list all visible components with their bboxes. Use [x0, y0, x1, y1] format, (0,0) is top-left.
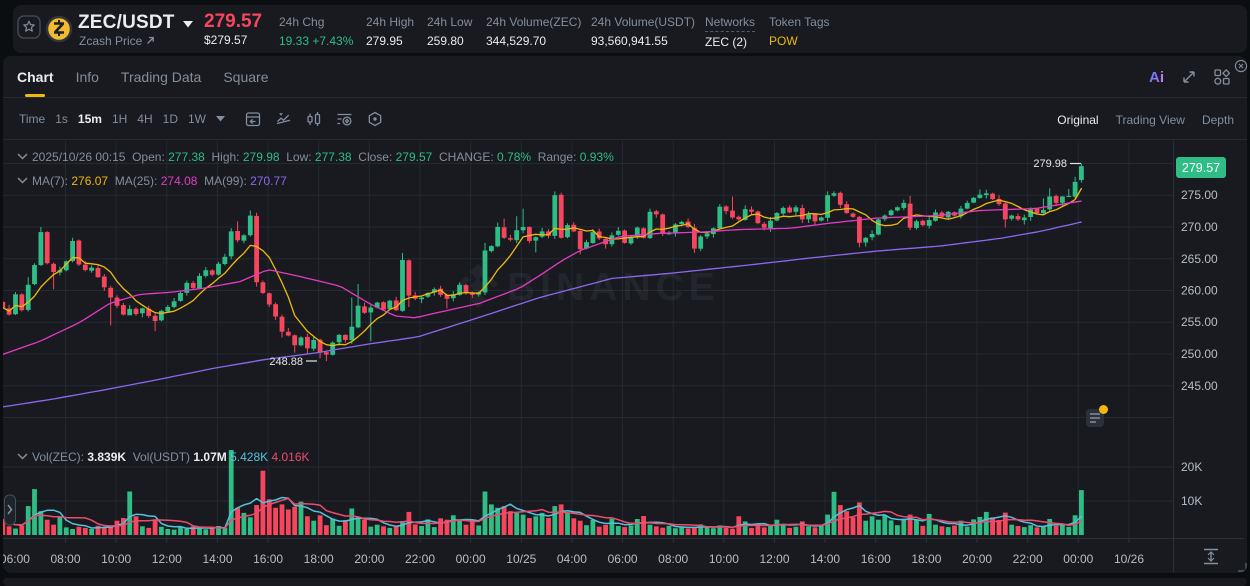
- svg-text:265.00: 265.00: [1181, 252, 1218, 266]
- svg-text:279.57: 279.57: [1182, 161, 1220, 175]
- svg-text:250.00: 250.00: [1181, 347, 1218, 361]
- svg-text:22:00: 22:00: [405, 552, 435, 566]
- svg-text:245.00: 245.00: [1181, 379, 1218, 393]
- svg-text:22:00: 22:00: [1013, 552, 1043, 566]
- svg-text:04:00: 04:00: [557, 552, 587, 566]
- svg-text:14:00: 14:00: [810, 552, 840, 566]
- svg-text:06:00: 06:00: [608, 552, 638, 566]
- svg-text:10/25: 10/25: [506, 552, 536, 566]
- svg-text:08:00: 08:00: [50, 552, 80, 566]
- svg-text:06:00: 06:00: [3, 552, 30, 566]
- svg-text:18:00: 18:00: [304, 552, 334, 566]
- svg-text:255.00: 255.00: [1181, 315, 1218, 329]
- svg-text:20:00: 20:00: [962, 552, 992, 566]
- svg-text:MA(7): 276.07 MA(25): 274.08: MA(7): 276.07 MA(25): 274.08 MA(99): 270…: [32, 174, 287, 188]
- svg-text:12:00: 12:00: [152, 552, 182, 566]
- svg-text:2025/10/26 00:15 Open: 277.38: 2025/10/26 00:15 Open: 277.38 High: 279.…: [32, 150, 614, 164]
- svg-text:270.00: 270.00: [1181, 220, 1218, 234]
- svg-text:10:00: 10:00: [101, 552, 131, 566]
- svg-text:12:00: 12:00: [759, 552, 789, 566]
- svg-text:Vol(ZEC): 3.839K Vol(USDT) 1.: Vol(ZEC): 3.839K Vol(USDT) 1.07M 5.428K …: [32, 450, 310, 464]
- svg-text:00:00: 00:00: [456, 552, 486, 566]
- svg-text:20:00: 20:00: [354, 552, 384, 566]
- svg-text:248.88: 248.88: [269, 356, 303, 368]
- svg-text:00:00: 00:00: [1063, 552, 1093, 566]
- svg-text:10/26: 10/26: [1114, 552, 1144, 566]
- svg-text:14:00: 14:00: [202, 552, 232, 566]
- svg-text:BINANCE: BINANCE: [507, 266, 720, 309]
- svg-text:10K: 10K: [1181, 494, 1202, 508]
- svg-text:10:00: 10:00: [709, 552, 739, 566]
- svg-text:260.00: 260.00: [1181, 284, 1218, 298]
- svg-text:16:00: 16:00: [861, 552, 891, 566]
- svg-text:275.00: 275.00: [1181, 188, 1218, 202]
- svg-text:08:00: 08:00: [658, 552, 688, 566]
- svg-text:18:00: 18:00: [911, 552, 941, 566]
- svg-text:16:00: 16:00: [253, 552, 283, 566]
- svg-text:20K: 20K: [1181, 460, 1202, 474]
- svg-text:279.98: 279.98: [1033, 158, 1067, 170]
